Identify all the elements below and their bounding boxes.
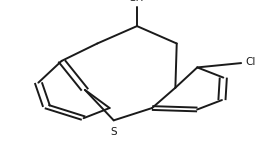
Text: Cl: Cl [245,57,256,67]
Text: S: S [110,127,117,137]
Text: SH: SH [130,0,144,3]
